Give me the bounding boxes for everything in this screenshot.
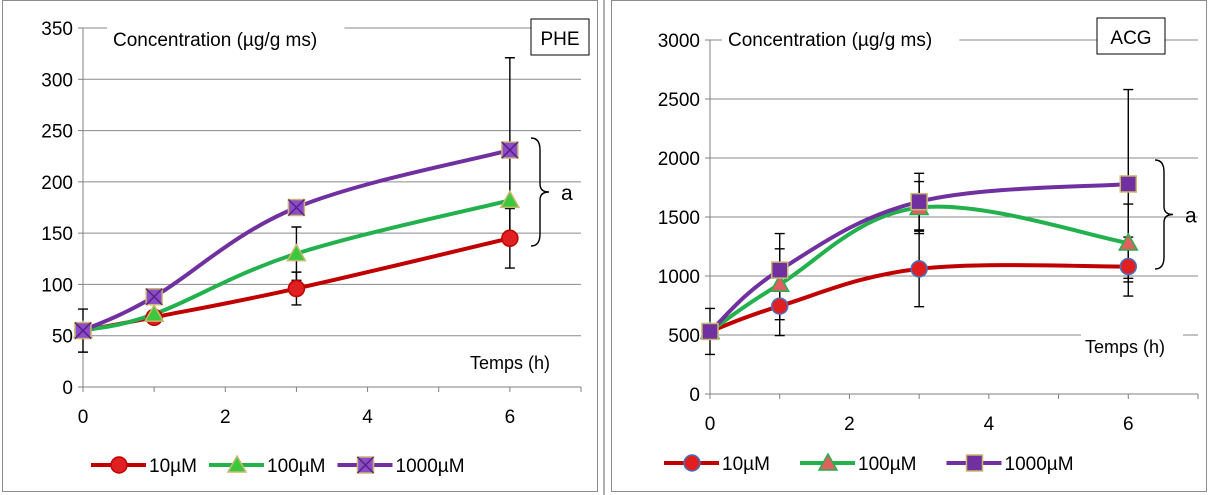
y-tick-label-4: 200 bbox=[41, 173, 73, 194]
y-tick-label-0: 0 bbox=[689, 385, 700, 406]
y-tick-label-1: 500 bbox=[668, 326, 700, 347]
legend-label-2: 1000µM bbox=[396, 456, 465, 477]
y-tick-label-5: 250 bbox=[41, 122, 73, 143]
annotation-label: a bbox=[561, 182, 573, 205]
chart-acg: 0 500 1000 1500 2000 2500 3000 0 2 4 6 Concentratio… bbox=[658, 17, 1199, 475]
x-tick-label-0: 0 bbox=[78, 407, 89, 428]
legend-marker-1 bbox=[817, 452, 839, 471]
y-tick-label-6: 3000 bbox=[658, 31, 700, 52]
legend-label-1: 100µM bbox=[858, 454, 916, 475]
compound-box bbox=[1096, 17, 1166, 55]
x-tick-label-1: 2 bbox=[844, 414, 855, 435]
chart-panel-acg: 0 500 1000 1500 2000 2500 3000 0 2 4 6 Concentratio… bbox=[611, 0, 1207, 492]
y-axis-label: Concentration (µg/g ms) bbox=[728, 30, 932, 51]
data-point-1-3 bbox=[499, 189, 521, 209]
data-point-2-2-box bbox=[910, 192, 928, 211]
legend-marker-2 bbox=[356, 456, 375, 474]
xlabel-bg bbox=[1081, 333, 1183, 361]
y-tick-label-3: 1500 bbox=[658, 208, 700, 229]
data-point-2-1-cross bbox=[145, 288, 163, 306]
data-point-2-2 bbox=[910, 192, 928, 211]
ylabel-bg bbox=[722, 24, 960, 54]
data-point-2-0-box bbox=[701, 322, 719, 341]
legend-marker-2-box bbox=[965, 454, 984, 472]
legend-marker-2-cross bbox=[356, 456, 375, 474]
data-point-2-3 bbox=[501, 141, 519, 159]
legend-label-2: 1000µM bbox=[1005, 454, 1074, 475]
data-point-2-0 bbox=[74, 321, 92, 340]
data-point-2-0 bbox=[701, 322, 719, 341]
y-tick-label-7: 350 bbox=[41, 19, 73, 40]
series-line-2 bbox=[81, 148, 512, 333]
data-point-2-2-cross bbox=[287, 198, 305, 217]
data-point-0-3 bbox=[1119, 257, 1138, 276]
legend-label-0: 10µM bbox=[149, 456, 197, 477]
panel-divider bbox=[603, 0, 605, 495]
series-line-2 bbox=[708, 181, 1131, 334]
legend-marker-2 bbox=[965, 454, 984, 472]
y-tick-label-4: 2000 bbox=[658, 149, 700, 170]
y-tick-label-5: 2500 bbox=[658, 90, 700, 111]
ylabel-bg bbox=[107, 24, 345, 54]
compound-label: PHE bbox=[540, 29, 579, 50]
y-tick-label-1: 50 bbox=[52, 327, 73, 348]
series-line-1 bbox=[708, 204, 1131, 334]
y-tick-label-2: 100 bbox=[41, 275, 73, 296]
data-point-2-3-box bbox=[1119, 175, 1138, 193]
x-tick-label-3: 6 bbox=[505, 407, 516, 428]
y-tick-label-2: 1000 bbox=[658, 267, 700, 288]
data-point-2-3 bbox=[1119, 175, 1138, 193]
brace bbox=[1154, 159, 1174, 270]
x-tick-label-0: 0 bbox=[705, 414, 716, 435]
data-point-1-1 bbox=[143, 303, 165, 322]
x-tick-label-2: 4 bbox=[984, 414, 995, 435]
x-axis-label: Temps (h) bbox=[470, 353, 550, 373]
data-point-1-3 bbox=[1118, 232, 1139, 251]
data-point-2-1 bbox=[145, 287, 163, 306]
data-point-0-1 bbox=[770, 297, 789, 315]
compound-label: ACG bbox=[1110, 28, 1151, 49]
data-point-1-1 bbox=[769, 273, 790, 293]
legend-marker-0 bbox=[110, 456, 128, 474]
data-point-2-1 bbox=[770, 261, 789, 279]
x-tick-label-1: 2 bbox=[220, 407, 231, 428]
chart-panel-phe: 0 50 100 150 200 250 300 350 0 2 4 6 Concentration (… bbox=[2, 0, 598, 492]
y-axis-label: Concentration (µg/g ms) bbox=[113, 30, 317, 51]
data-point-0-2 bbox=[287, 279, 306, 298]
xlabel-bg bbox=[466, 349, 568, 377]
x-axis-label: Temps (h) bbox=[1085, 337, 1165, 357]
legend-marker-0 bbox=[683, 454, 701, 472]
legend-label-0: 10µM bbox=[722, 454, 770, 475]
y-tick-label-3: 150 bbox=[41, 224, 73, 245]
chart-phe: 0 50 100 150 200 250 300 350 0 2 4 6 Concentration (… bbox=[41, 18, 590, 477]
data-point-2-2 bbox=[287, 198, 306, 217]
annotation-label: a bbox=[1185, 205, 1197, 228]
y-tick-label-6: 300 bbox=[41, 70, 73, 91]
x-tick-label-3: 6 bbox=[1123, 414, 1134, 435]
y-tick-label-0: 0 bbox=[62, 378, 73, 399]
data-point-0-2 bbox=[910, 260, 928, 278]
legend-marker-1 bbox=[226, 454, 248, 473]
data-point-2-1-box bbox=[770, 261, 789, 279]
data-point-2-3-cross bbox=[501, 141, 519, 159]
series-line-1 bbox=[81, 198, 512, 333]
series-line-0 bbox=[708, 263, 1131, 334]
legend-label-1: 100µM bbox=[267, 456, 325, 477]
data-point-1-2 bbox=[286, 243, 307, 262]
x-tick-label-2: 4 bbox=[362, 407, 373, 428]
data-point-0-3 bbox=[501, 229, 519, 248]
compound-box bbox=[530, 18, 590, 56]
brace bbox=[530, 137, 550, 247]
data-point-2-0-cross bbox=[74, 322, 92, 340]
